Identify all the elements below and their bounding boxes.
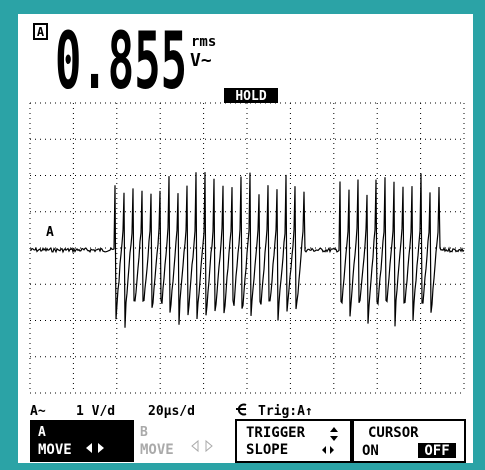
softkey-3-line2: SLOPE: [246, 442, 288, 458]
softkey-3[interactable]: [235, 419, 352, 463]
hold-label: HOLD: [235, 89, 266, 104]
channel-label: A: [37, 25, 45, 39]
trigger: Trig:A↑: [258, 404, 313, 419]
softkey-1-line2: MOVE: [38, 442, 72, 458]
softkey-1[interactable]: [30, 420, 134, 462]
move-arrows-disabled: [191, 439, 213, 453]
main-reading: 0.855: [55, 17, 187, 107]
softkey-3-line1: TRIGGER: [246, 425, 306, 441]
slope-arrows: [322, 427, 338, 454]
softkey-1-line1: A: [38, 425, 46, 440]
hold-box: [224, 88, 278, 103]
move-arrows: [86, 443, 104, 453]
unit-volts: V~: [190, 50, 212, 71]
trigger-icon: [236, 403, 247, 416]
unit-rms: rms: [191, 34, 216, 50]
waveform: [29, 172, 465, 328]
coupling: A~: [30, 404, 46, 419]
softkey-4-line3: OFF: [424, 443, 449, 459]
softkey-4-line1: CURSOR: [368, 425, 419, 441]
softkey-2-line2: MOVE: [140, 442, 174, 458]
time-div: 20µs/d: [148, 404, 195, 419]
channel-box: [33, 23, 48, 40]
off-box: [418, 443, 456, 458]
volts-div: 1 V/d: [76, 404, 115, 419]
trace-label: A: [46, 225, 54, 240]
softkey-2-line1: B: [140, 425, 148, 440]
softkey-4-line2: ON: [362, 443, 379, 459]
softkey-2[interactable]: [134, 420, 234, 462]
